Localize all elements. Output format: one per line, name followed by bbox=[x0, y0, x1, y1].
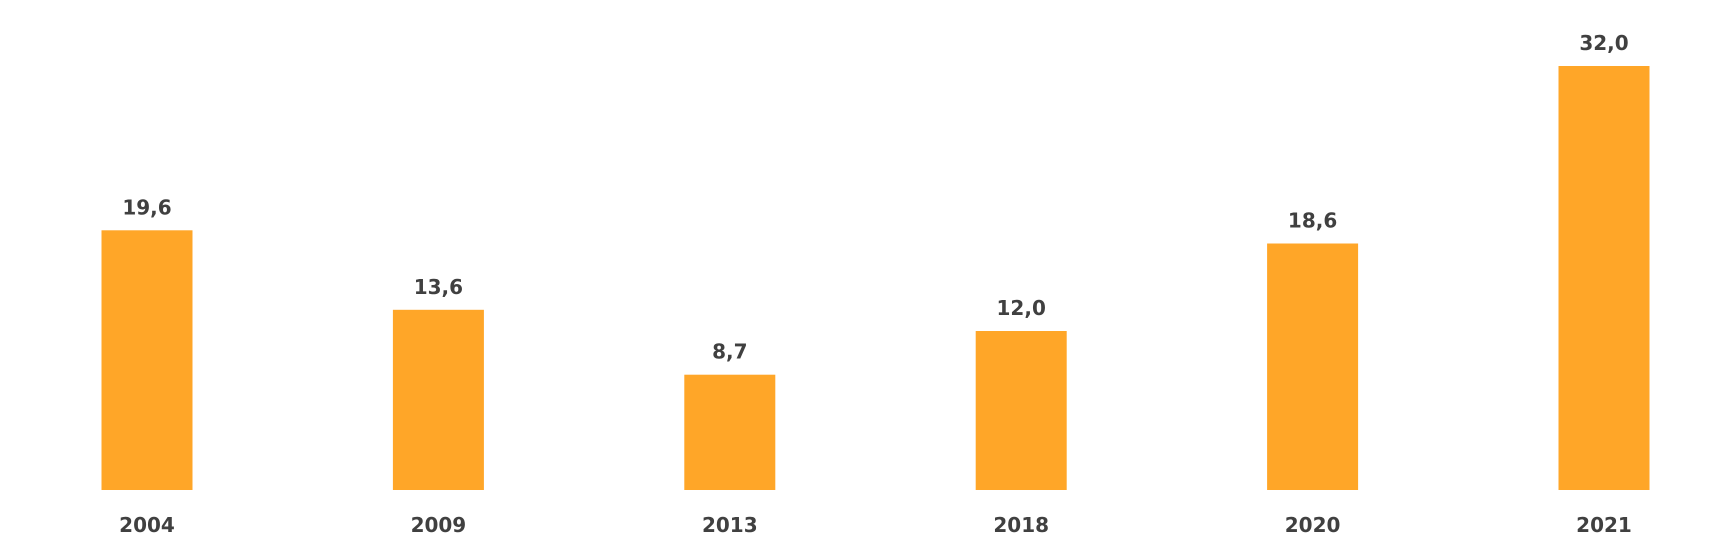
x-tick-label-2013: 2013 bbox=[702, 513, 758, 537]
bar-2009 bbox=[392, 309, 484, 490]
data-label-2009: 13,6 bbox=[414, 275, 463, 299]
x-tick-labels-group: 2004 2009 2013 2018 2020 2021 bbox=[119, 513, 1632, 537]
bar-2013 bbox=[684, 374, 776, 490]
x-tick-label-2021: 2021 bbox=[1576, 513, 1632, 537]
x-tick-label-2004: 2004 bbox=[119, 513, 175, 537]
data-labels-group: 19,6 13,6 8,7 12,0 18,6 32,0 bbox=[122, 31, 1628, 364]
data-label-2004: 19,6 bbox=[122, 195, 171, 219]
data-label-2021: 32,0 bbox=[1579, 31, 1628, 55]
x-tick-label-2018: 2018 bbox=[993, 513, 1049, 537]
bar-2004 bbox=[101, 230, 193, 491]
bars-group bbox=[101, 66, 1650, 491]
x-tick-label-2009: 2009 bbox=[411, 513, 467, 537]
data-label-2020: 18,6 bbox=[1288, 209, 1337, 233]
data-label-2018: 12,0 bbox=[997, 296, 1046, 320]
data-label-2013: 8,7 bbox=[712, 340, 747, 364]
bar-2018 bbox=[975, 331, 1067, 490]
bar-2020 bbox=[1267, 243, 1359, 490]
bar-2021 bbox=[1558, 66, 1650, 490]
x-tick-label-2020: 2020 bbox=[1285, 513, 1341, 537]
